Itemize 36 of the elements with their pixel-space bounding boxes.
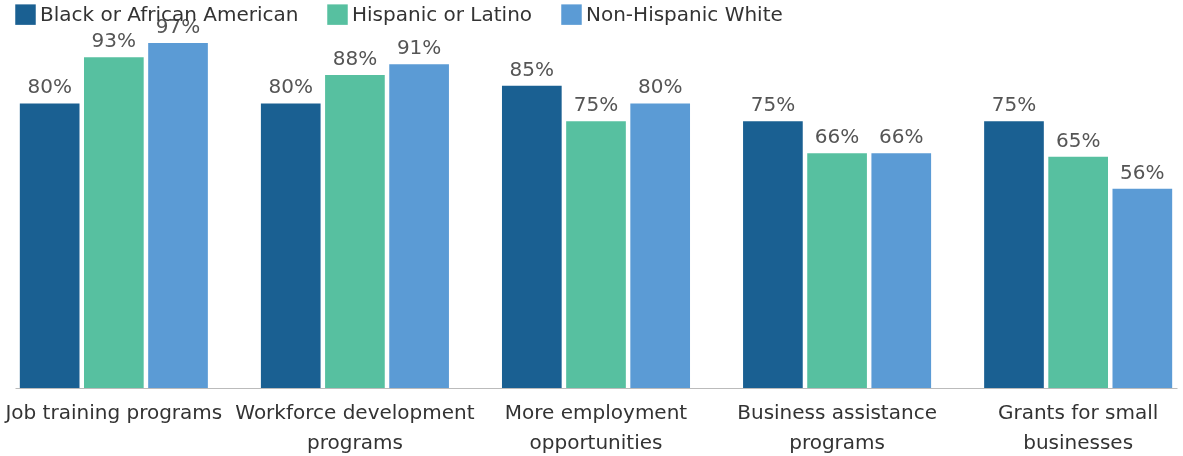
data-label: 66% (879, 124, 924, 149)
bar (260, 103, 321, 388)
bar (630, 103, 691, 388)
x-tick-label: Job training programs (3, 399, 223, 424)
bar (389, 64, 449, 388)
data-label: 80% (27, 74, 72, 99)
bar (19, 103, 80, 388)
bar (84, 57, 144, 388)
data-label: 75% (991, 92, 1037, 117)
legend-label: Hispanic or Latino (352, 1, 533, 26)
data-label: 56% (1120, 159, 1165, 184)
data-label: 80% (268, 74, 313, 99)
bar (325, 75, 385, 388)
data-label: 80% (637, 74, 683, 99)
bar (984, 121, 1044, 388)
data-label: 65% (1055, 127, 1101, 152)
data-label: 75% (573, 92, 619, 117)
data-label: 75% (750, 92, 796, 117)
legend-label: Non-Hispanic White (586, 1, 783, 26)
data-label: 85% (509, 56, 555, 81)
x-tick-label: More employment opportunities (504, 399, 688, 454)
bar (807, 153, 867, 388)
data-label: 66% (814, 124, 860, 149)
data-label: 93% (91, 28, 137, 53)
x-tick-label: Business assistance programs (737, 399, 937, 454)
x-tick-label: Grants for small businesses (997, 399, 1159, 454)
bar (871, 153, 932, 388)
data-label: 91% (396, 35, 442, 60)
x-tick-label: Workforce development programs (235, 399, 475, 454)
bar (1048, 156, 1108, 388)
data-label: 88% (332, 46, 378, 71)
bar (1112, 188, 1173, 388)
bar (148, 43, 208, 388)
bar (501, 85, 562, 388)
bar (743, 121, 803, 388)
bar (566, 121, 626, 388)
